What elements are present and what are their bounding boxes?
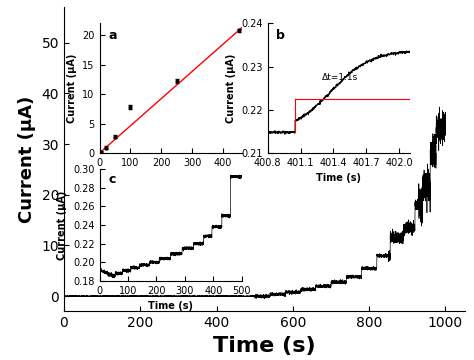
Text: b: b (276, 29, 285, 42)
Y-axis label: Current (μA): Current (μA) (57, 190, 67, 260)
Y-axis label: Current (μA): Current (μA) (67, 54, 77, 123)
Text: Δt=1.1s: Δt=1.1s (322, 73, 358, 82)
X-axis label: Time (s): Time (s) (148, 301, 193, 311)
X-axis label: Concentration (μM): Concentration (μM) (117, 174, 224, 183)
Y-axis label: Current (μA): Current (μA) (18, 96, 36, 223)
Text: a: a (108, 29, 117, 42)
Y-axis label: Current (μA): Current (μA) (226, 54, 236, 123)
X-axis label: Time (s): Time (s) (213, 336, 316, 356)
X-axis label: Time (s): Time (s) (317, 174, 361, 183)
Text: c: c (108, 172, 116, 186)
